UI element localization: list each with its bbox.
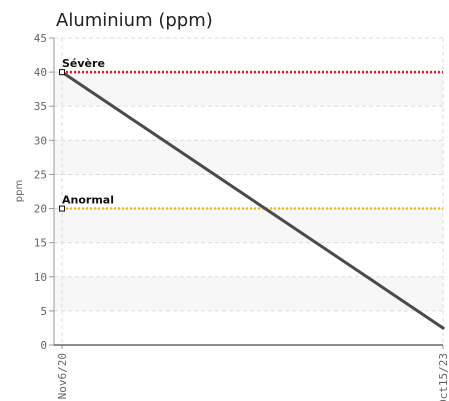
background-bands bbox=[54, 38, 443, 345]
threshold-label: Anormal bbox=[62, 194, 114, 207]
x-tick-label: Oct15/23 bbox=[437, 353, 449, 401]
y-tick-labels: 0 5 10 15 20 25 30 35 40 45 bbox=[34, 32, 47, 352]
y-tick-label: 10 bbox=[34, 271, 47, 284]
threshold-markers: Sévère Anormal bbox=[59, 57, 114, 212]
background-band bbox=[54, 242, 443, 277]
y-tick-label: 15 bbox=[34, 237, 47, 250]
threshold-marker bbox=[59, 205, 65, 212]
series-line bbox=[60, 70, 445, 330]
background-band bbox=[54, 276, 443, 311]
threshold-marker bbox=[59, 69, 65, 76]
background-band bbox=[54, 174, 443, 209]
background-band bbox=[54, 106, 443, 141]
threshold-label: Sévère bbox=[62, 57, 105, 70]
background-band bbox=[54, 208, 443, 243]
y-tick-label: 30 bbox=[34, 134, 47, 147]
threshold-lines bbox=[62, 70, 443, 210]
background-band bbox=[54, 140, 443, 175]
chart-axes bbox=[49, 37, 444, 349]
y-tick-label: 45 bbox=[34, 32, 47, 45]
x-tick-labels: Nov6/20 Oct15/23 bbox=[56, 353, 449, 401]
y-tick-label: 0 bbox=[40, 339, 47, 352]
x-tick-label: Nov6/20 bbox=[56, 353, 69, 399]
background-band bbox=[54, 72, 443, 107]
series-point bbox=[441, 326, 445, 330]
y-tick-label: 5 bbox=[40, 305, 47, 318]
y-axis-label: ppm bbox=[14, 180, 25, 202]
chart-title: Aluminium (ppm) bbox=[56, 10, 213, 31]
y-tick-label: 25 bbox=[34, 168, 47, 181]
y-tick-label: 40 bbox=[34, 66, 47, 79]
background-band bbox=[54, 310, 443, 345]
background-band bbox=[54, 38, 443, 73]
y-tick-label: 35 bbox=[34, 100, 47, 113]
y-tick-label: 20 bbox=[34, 203, 47, 216]
